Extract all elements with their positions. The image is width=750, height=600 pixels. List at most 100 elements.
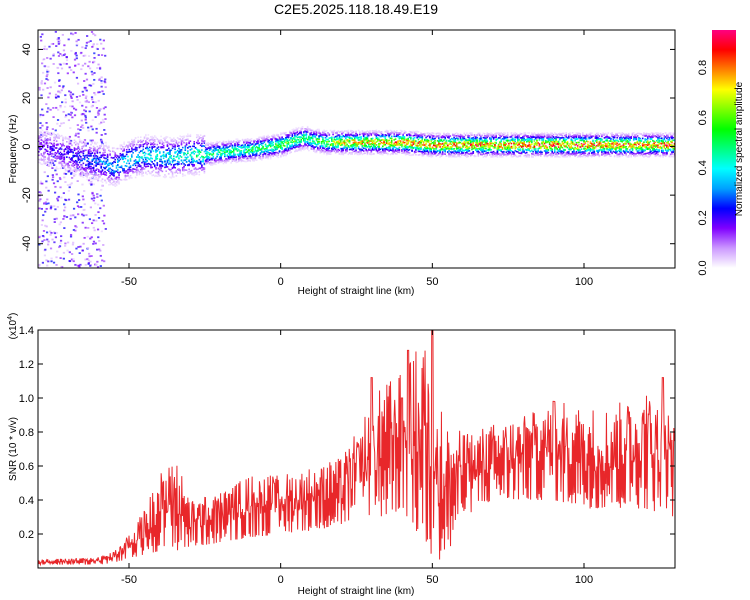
spectrogram-cell [314,130,317,133]
spectrogram-cell [52,261,56,264]
spectrogram-cell [82,154,85,157]
spectrogram-cell [297,144,300,146]
spectrogram-cell [190,161,193,164]
spectrogram-cell [336,136,338,139]
spectrogram-cell [269,142,272,144]
spectrogram-cell [49,153,52,155]
spectrogram-cell [425,145,427,148]
spectrogram-cell [74,152,77,155]
spectrogram-cell [95,172,97,175]
spectrogram-cell [152,139,155,142]
spectrogram-cell [161,146,164,149]
spectrogram-cell [127,146,129,149]
spectrogram-cell [195,148,198,150]
spectrogram-cell [45,163,48,166]
spectrogram-cell [281,152,283,154]
spectrogram-cell [63,209,66,212]
spectrogram-cell [44,161,46,164]
spectrogram-cell [276,138,278,141]
spectrogram-cell [387,132,389,135]
spectrogram-cell [361,146,364,148]
spectrogram-cell [97,179,100,182]
spectrogram-cell [379,151,382,153]
spectrogram-cell [155,149,157,151]
spectrogram-cell [276,146,278,148]
spectrogram-cell [308,138,310,141]
spectrogram-cell [427,139,430,142]
spectrogram-cell [87,162,90,165]
spectrogram-cell [422,142,425,144]
spectrogram-cell [421,140,424,142]
spectrogram-cell [165,164,167,167]
spectrogram-cell [286,150,289,152]
spectrogram-cell [73,58,77,61]
spectrogram-cell [194,160,197,163]
spectrogram-cell [300,131,303,133]
spectrogram-cell [315,137,318,140]
spectrogram-cell [146,141,148,144]
spectrogram-cell [281,141,283,143]
spectrogram-cell [136,149,138,151]
spectrogram-cell [96,48,99,50]
spectrogram-cell [96,152,99,154]
spectrogram-cell [295,144,297,146]
spectrogram-cell [421,144,424,146]
spectrogram-cell [229,145,231,147]
spectrogram-cell [123,171,125,174]
spectrogram-cell [108,168,110,171]
spectrogram-cell [356,145,359,147]
spectrogram-cell [299,131,301,134]
spectrogram-cell [399,141,402,144]
spectrogram-cell [443,144,445,147]
spectrogram-cell [173,137,175,140]
spectrogram-cell [193,164,196,166]
spectrogram-cell [90,140,93,143]
spectrogram-cell [75,132,78,135]
spectrogram-cell [148,146,151,149]
spectrogram-cell [92,183,95,186]
spectrogram-cell [73,139,76,142]
spectrogram-cell [41,144,44,147]
spectrogram-cell [402,152,404,154]
spectrogram-cell [429,146,431,148]
spectrogram-cell [234,156,236,159]
spectrogram-cell [351,139,354,142]
spectrogram-cell [181,175,184,177]
spectrogram-cell [83,190,86,192]
spectrogram-cell [231,146,234,149]
spectrogram-cell [92,43,95,46]
spectrogram-cell [255,146,258,148]
spectrogram-cell [146,146,148,149]
spectrogram-cell [446,134,449,137]
spectrogram-cell [393,144,396,146]
spectrogram-cell [417,138,420,141]
spectrogram-cell [215,143,217,146]
spectrogram-cell [136,143,138,146]
spectrogram-cell [146,138,148,140]
spectrogram-cell [202,160,204,163]
spectrogram-cell [125,162,128,165]
spectrogram-cell [72,241,75,244]
spectrogram-cell [146,160,148,162]
spectrogram-cell [71,116,74,119]
spectrogram-cell [218,157,221,160]
spectrogram-cell [160,139,162,141]
spectrogram-cell [174,152,176,154]
spectrogram-cell [328,149,331,152]
spectrogram-cell [173,176,175,178]
spectrogram-cell [178,138,180,140]
spectrogram-cell [296,144,299,147]
spectrogram-cell [82,141,85,144]
spectrogram-cell [142,160,145,163]
spectrogram-cell [417,145,420,147]
spectrogram-cell [174,163,176,166]
spectrogram-cell [404,141,407,144]
spectrogram-cell [318,137,320,140]
spectrogram-cell [304,141,306,144]
spectrogram-cell [345,142,347,144]
spectrogram-cell [92,155,95,157]
spectrogram-cell [110,170,113,173]
spectrogram-cell [353,146,356,149]
spectrogram-cell [300,148,303,150]
spectrogram-cell [104,179,106,182]
